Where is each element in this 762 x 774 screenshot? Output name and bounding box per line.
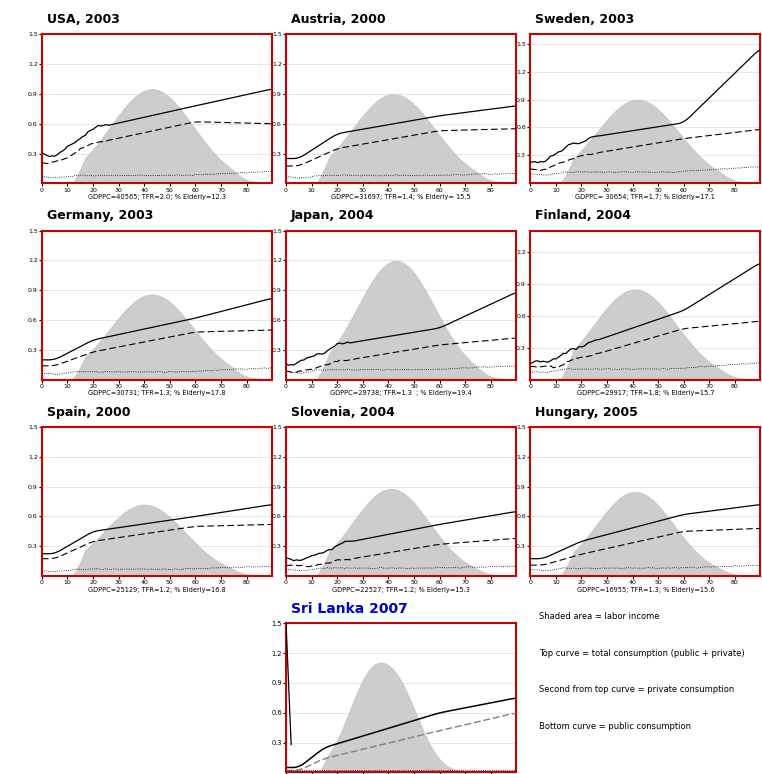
- Text: Austria, 2000: Austria, 2000: [290, 13, 386, 26]
- Text: Slovenia, 2004: Slovenia, 2004: [290, 406, 395, 419]
- X-axis label: GDPPC=29917; TFR=1.8; % Elderly=15.7: GDPPC=29917; TFR=1.8; % Elderly=15.7: [577, 390, 714, 396]
- Text: Spain, 2000: Spain, 2000: [46, 406, 130, 419]
- X-axis label: GDPPC=22527; TFR=1.2; % Elderly=15.3: GDPPC=22527; TFR=1.2; % Elderly=15.3: [332, 587, 470, 593]
- Text: Sri Lanka 2007: Sri Lanka 2007: [290, 601, 408, 615]
- X-axis label: GDPPC=16955; TFR=1.3; % Elderly=15.6: GDPPC=16955; TFR=1.3; % Elderly=15.6: [577, 587, 714, 593]
- Text: Top curve = total consumption (public + private): Top curve = total consumption (public + …: [539, 649, 745, 658]
- Text: Sweden, 2003: Sweden, 2003: [535, 13, 634, 26]
- Text: Germany, 2003: Germany, 2003: [46, 210, 153, 222]
- Text: Hungary, 2005: Hungary, 2005: [535, 406, 638, 419]
- Text: Shaded area = labor income: Shaded area = labor income: [539, 612, 660, 622]
- X-axis label: GDPPC=31697; TFR=1.4; % Elderly= 15.5: GDPPC=31697; TFR=1.4; % Elderly= 15.5: [331, 194, 471, 200]
- X-axis label: GDPPC=30731; TFR=1.3; % Elderly=17.8: GDPPC=30731; TFR=1.3; % Elderly=17.8: [88, 390, 226, 396]
- X-axis label: GDPPC=25129; TFR=1.2; % Elderly=16.8: GDPPC=25129; TFR=1.2; % Elderly=16.8: [88, 587, 226, 593]
- Text: Finland, 2004: Finland, 2004: [535, 210, 631, 222]
- Text: USA, 2003: USA, 2003: [46, 13, 120, 26]
- Text: Second from top curve = private consumption: Second from top curve = private consumpt…: [539, 685, 735, 694]
- X-axis label: GDPPC=29738; TFR=1.3  ; % Elderly=19.4: GDPPC=29738; TFR=1.3 ; % Elderly=19.4: [330, 390, 472, 396]
- X-axis label: GDPPC= 30654; TFR=1.7; % Elderly=17.1: GDPPC= 30654; TFR=1.7; % Elderly=17.1: [575, 194, 716, 200]
- Text: Japan, 2004: Japan, 2004: [290, 210, 374, 222]
- X-axis label: GDPPC=40565; TFR=2.0; % Elderly=12.3: GDPPC=40565; TFR=2.0; % Elderly=12.3: [88, 194, 226, 200]
- Text: Bottom curve = public consumption: Bottom curve = public consumption: [539, 721, 691, 731]
